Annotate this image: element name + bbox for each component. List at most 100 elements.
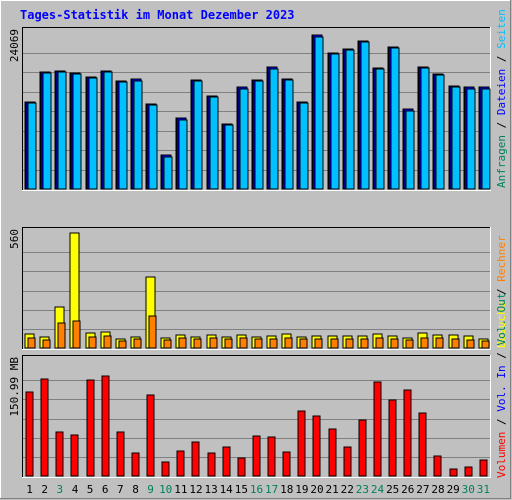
bar-rechner-day-13 (209, 337, 218, 349)
bar-volumen-day-21 (328, 428, 337, 477)
legend-entry: Seiten (495, 9, 508, 49)
bar-volumen-day-12 (191, 441, 200, 477)
bar-rechner-day-5 (88, 336, 97, 349)
panel-3-legend: Volumen / Vol. In / Vol. Out (495, 293, 508, 478)
panel-1-y-max-label: 24069 (8, 29, 21, 62)
bar-volumen-day-25 (388, 399, 397, 477)
x-axis-labels: 1 2 3 4 5 6 7 8 9 10 11 12 13 14 15 16 17 18 19 20 21 22 23 24 2… (26, 483, 490, 496)
x-tick-label-day-27: 27 (416, 483, 429, 496)
bar-rechner-day-21 (330, 338, 339, 349)
x-tick-label-day-9: 9 (147, 483, 154, 496)
bar-volumen-day-22 (343, 446, 352, 477)
bar-seiten-day-27 (420, 67, 430, 190)
x-tick-label-day-4: 4 (72, 483, 79, 496)
bar-volumen-day-26 (403, 389, 412, 477)
chart-title: Tages-Statistik im Monat Dezember 2023 (20, 8, 295, 22)
bar-seiten-day-19 (299, 102, 309, 190)
bar-volumen-day-1 (25, 391, 34, 477)
x-tick-label-day-6: 6 (102, 483, 109, 496)
bar-volumen-day-19 (297, 410, 306, 477)
x-tick-label-day-29: 29 (447, 483, 460, 496)
x-tick-label-day-7: 7 (117, 483, 124, 496)
bar-rechner-day-12 (193, 338, 202, 349)
x-tick-label-day-13: 13 (204, 483, 217, 496)
bar-seiten-day-28 (435, 74, 445, 190)
bar-rechner-day-29 (451, 338, 460, 349)
bar-seiten-day-11 (178, 119, 188, 190)
x-tick-label-day-15: 15 (235, 483, 248, 496)
bar-seiten-day-3 (57, 71, 67, 190)
bar-seiten-day-6 (103, 71, 113, 190)
x-tick-label-day-22: 22 (341, 483, 354, 496)
bar-rechner-day-31 (481, 340, 490, 349)
bar-volumen-day-7 (116, 431, 125, 477)
bar-rechner-day-14 (224, 338, 233, 349)
bar-volumen-day-17 (267, 436, 276, 477)
legend-entry: Anfragen (495, 135, 508, 188)
bar-volumen-day-28 (433, 455, 442, 477)
bar-volumen-day-4 (70, 434, 79, 477)
bar-volumen-day-15 (237, 457, 246, 477)
bar-rechner-day-9 (148, 315, 157, 349)
bar-seiten-day-30 (466, 88, 476, 190)
bar-seiten-day-12 (193, 80, 203, 190)
bar-rechner-day-20 (314, 338, 323, 349)
bar-seiten-day-1 (27, 102, 37, 190)
panel-1-legend: Anfragen / Dateien / Seiten (495, 9, 508, 188)
bar-seiten-day-24 (375, 68, 385, 190)
legend-entry: Rechner (495, 235, 508, 282)
bar-rechner-day-25 (390, 338, 399, 349)
bar-volumen-day-23 (358, 419, 367, 477)
bar-rechner-day-4 (72, 320, 81, 349)
bar-seiten-day-2 (42, 72, 52, 190)
x-tick-label-day-30: 30 (462, 483, 475, 496)
panel-2-legend: Besuche / Rechner (495, 235, 508, 348)
bar-seiten-day-5 (88, 77, 98, 190)
bar-volumen-day-27 (418, 412, 427, 477)
bar-volumen-day-29 (449, 468, 458, 477)
bar-seiten-day-8 (133, 80, 143, 190)
x-tick-label-day-23: 23 (356, 483, 369, 496)
bar-volumen-day-3 (55, 431, 64, 477)
x-tick-label-day-21: 21 (325, 483, 338, 496)
bar-volumen-day-30 (464, 466, 473, 477)
bar-seiten-day-16 (254, 80, 264, 190)
bar-rechner-day-26 (405, 339, 414, 349)
bar-rechner-day-27 (420, 337, 429, 349)
bar-rechner-day-7 (118, 340, 127, 349)
panel-2-frame (22, 227, 491, 350)
x-tick-label-day-5: 5 (87, 483, 94, 496)
bar-seiten-day-18 (284, 79, 294, 190)
bar-rechner-day-19 (299, 338, 308, 349)
bar-seiten-day-15 (239, 88, 249, 190)
x-tick-label-day-19: 19 (295, 483, 308, 496)
bar-volumen-day-9 (146, 394, 155, 477)
bar-seiten-day-23 (360, 41, 370, 190)
x-tick-label-day-31: 31 (477, 483, 490, 496)
x-tick-label-day-18: 18 (280, 483, 293, 496)
bar-volumen-day-14 (222, 446, 231, 477)
bar-volumen-day-31 (479, 459, 488, 477)
x-tick-label-day-28: 28 (431, 483, 444, 496)
bar-rechner-day-24 (375, 337, 384, 349)
legend-entry: / (495, 282, 508, 302)
x-tick-label-day-8: 8 (132, 483, 139, 496)
bar-volumen-day-16 (252, 435, 261, 477)
x-tick-label-day-12: 12 (189, 483, 202, 496)
legend-entry: / (495, 49, 508, 69)
bar-seiten-day-10 (163, 156, 173, 190)
legend-entry: Volumen (495, 432, 508, 478)
bar-rechner-day-1 (27, 337, 36, 349)
x-tick-label-day-25: 25 (386, 483, 399, 496)
bar-rechner-day-15 (239, 337, 248, 349)
bar-volumen-day-2 (40, 378, 49, 477)
x-tick-label-day-2: 2 (41, 483, 48, 496)
legend-entry: Vol. In (495, 365, 508, 411)
bar-seiten-day-14 (224, 124, 234, 190)
bar-rechner-day-6 (103, 335, 112, 349)
bar-seiten-day-29 (451, 86, 461, 190)
bar-seiten-day-17 (269, 68, 279, 190)
bar-rechner-day-30 (466, 339, 475, 349)
legend-entry: Besuche (495, 302, 508, 348)
